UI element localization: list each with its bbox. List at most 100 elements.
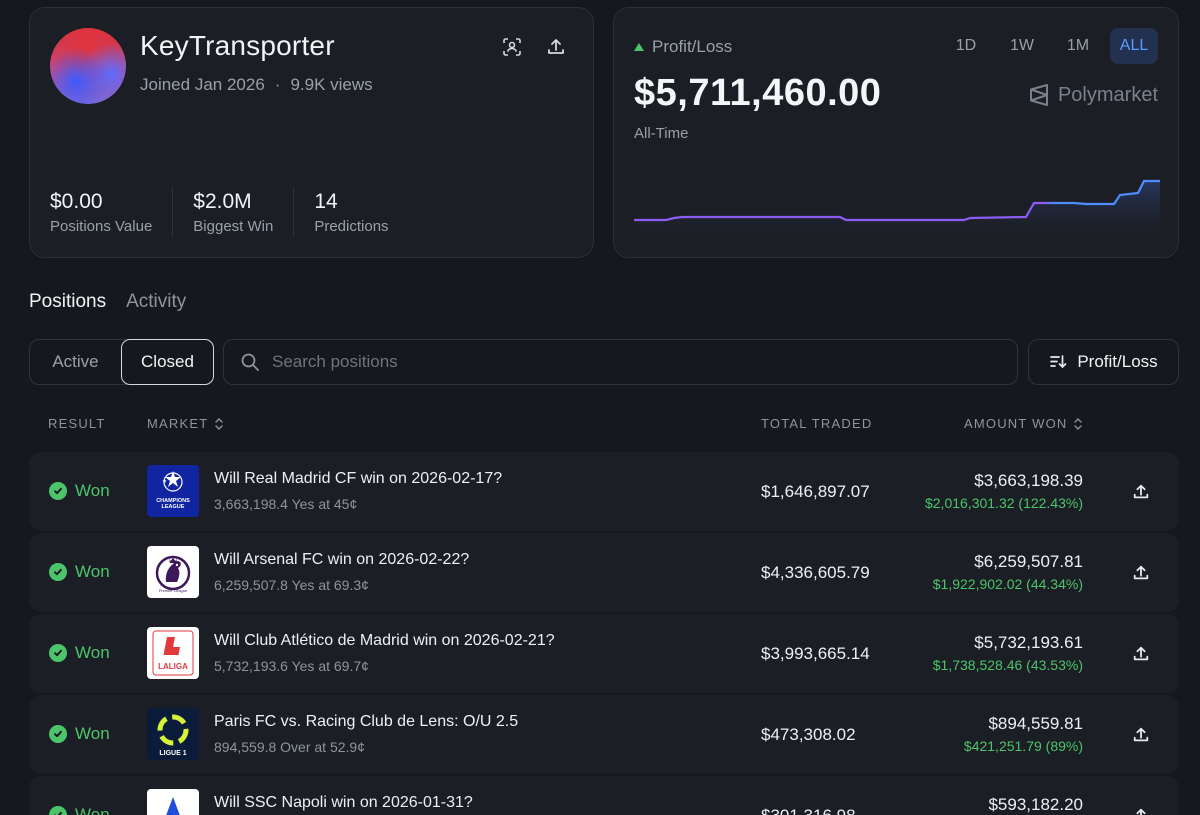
pnl-title: Profit/Loss (634, 37, 732, 57)
result-label: Won (75, 805, 110, 815)
pnl-card: Profit/Loss 1D 1W 1M ALL $5,711,460.00 A… (613, 7, 1179, 258)
main-tabs: Positions Activity (29, 291, 186, 313)
amount-won: $3,663,198.39 (974, 471, 1083, 490)
brand-name: Polymarket (1057, 83, 1158, 106)
champions-league-logo: CHAMPIONS LEAGUE (147, 465, 199, 517)
profile-stats: $0.00 Positions Value $2.0M Biggest Win … (50, 188, 429, 236)
joined-date: Joined Jan 2026 (140, 75, 265, 94)
share-icon[interactable] (542, 33, 570, 61)
market-question[interactable]: Will Club Atlético de Madrid win on 2026… (214, 632, 555, 649)
position-detail: 5,732,193.6 Yes at 69.7¢ (214, 658, 369, 674)
market-question[interactable]: Will Real Madrid CF win on 2026-02-17? (214, 470, 503, 487)
market-question[interactable]: Will Arsenal FC win on 2026-02-22? (214, 551, 470, 568)
header-result-label: RESULT (48, 416, 106, 431)
amount-won: $593,182.20 (988, 795, 1083, 814)
pnl-period: All-Time (634, 125, 689, 142)
position-detail: 3,663,198.4 Yes at 45¢ (214, 496, 358, 512)
svg-text:Premier League: Premier League (159, 588, 188, 593)
market-question[interactable]: Will SSC Napoli win on 2026-01-31? (214, 794, 473, 811)
amount-won: $5,732,193.61 (974, 633, 1083, 652)
separator-dot: · (274, 75, 281, 94)
search-icon (241, 353, 259, 371)
status-filter: Active Closed (29, 339, 214, 385)
profit-gain: $1,738,528.46 (43.53%) (932, 657, 1083, 673)
table-row[interactable]: Won Will SSC Napoli win on 2026-01-31? $… (29, 776, 1179, 815)
stat-value: 14 (314, 190, 338, 213)
profit-gain: $1,922,902.02 (44.34%) (932, 576, 1083, 592)
svg-text:LEAGUE: LEAGUE (162, 504, 185, 510)
check-circle-icon (49, 563, 67, 581)
svg-text:LIGUE 1: LIGUE 1 (159, 750, 186, 757)
premier-league-logo: Premier League (147, 546, 199, 598)
total-traded: $473,308.02 (761, 725, 856, 744)
stat-value: $0.00 (50, 190, 103, 213)
share-icon[interactable] (1129, 480, 1153, 504)
header-result: RESULT (48, 416, 106, 431)
stat-predictions: 14 Predictions (314, 188, 408, 236)
result-cell: Won (49, 481, 110, 501)
sort-label: Profit/Loss (1077, 352, 1158, 371)
stat-value: $2.0M (193, 190, 252, 213)
result-cell: Won (49, 562, 110, 582)
header-traded-label: TOTAL TRADED (761, 416, 873, 431)
stat-label: Positions Value (50, 218, 153, 235)
ligue1-logo: LIGUE 1 (147, 708, 199, 760)
sort-updown-icon (215, 417, 224, 430)
range-tab-1d[interactable]: 1D (955, 37, 977, 54)
sort-button[interactable]: Profit/Loss (1028, 339, 1179, 385)
header-won-label: AMOUNT WON (964, 416, 1068, 431)
market-question[interactable]: Paris FC vs. Racing Club de Lens: O/U 2.… (214, 713, 519, 730)
total-traded: $301,316.98 (761, 806, 856, 815)
range-tab-1w[interactable]: 1W (1010, 37, 1034, 54)
result-label: Won (75, 724, 110, 743)
pnl-value: $5,711,460.00 (634, 72, 882, 114)
range-tabs: 1D 1W 1M ALL (942, 28, 1158, 64)
range-tab-1m[interactable]: 1M (1066, 37, 1090, 54)
tab-positions[interactable]: Positions (29, 291, 107, 312)
total-traded: $3,993,665.14 (761, 644, 870, 663)
position-detail: 894,559.8 Over at 52.9¢ (214, 739, 365, 755)
svg-text:LALIGA: LALIGA (158, 662, 188, 671)
range-tab-all[interactable]: ALL (1110, 28, 1158, 64)
result-cell: Won (49, 643, 110, 663)
check-circle-icon (49, 725, 67, 743)
profile-meta: Joined Jan 2026 · 9.9K views (140, 75, 373, 95)
total-traded: $1,646,897.07 (761, 482, 870, 501)
table-row[interactable]: Won LIGUE 1 Paris FC vs. Racing Club de … (29, 695, 1179, 774)
scan-icon[interactable] (498, 33, 526, 61)
amount-won: $894,559.81 (988, 714, 1083, 733)
filter-closed[interactable]: Closed (121, 339, 214, 385)
svg-text:CHAMPIONS: CHAMPIONS (156, 498, 190, 504)
share-icon[interactable] (1129, 561, 1153, 585)
header-market[interactable]: MARKET (147, 416, 224, 431)
result-label: Won (75, 643, 110, 662)
table-row[interactable]: Won CHAMPIONS LEAGUE Will Real Madrid CF… (29, 452, 1179, 531)
serie-a-logo (147, 789, 199, 815)
pnl-chart (634, 179, 1160, 243)
share-icon[interactable] (1129, 804, 1153, 815)
profile-name: KeyTransporter (140, 30, 335, 61)
amount-won: $6,259,507.81 (974, 552, 1083, 571)
avatar[interactable] (50, 28, 126, 104)
table-row[interactable]: Won Premier League Will Arsenal FC win o… (29, 533, 1179, 612)
tab-activity[interactable]: Activity (126, 291, 187, 312)
brand: Polymarket (1028, 83, 1158, 107)
result-label: Won (75, 481, 110, 500)
trend-up-icon (634, 43, 644, 51)
stat-biggest-win: $2.0M Biggest Win (193, 188, 295, 236)
search-bar (223, 339, 1018, 385)
position-detail: 6,259,507.8 Yes at 69.3¢ (214, 577, 369, 593)
header-amount-won[interactable]: AMOUNT WON (964, 416, 1083, 431)
laliga-logo: LALIGA (147, 627, 199, 679)
share-icon[interactable] (1129, 723, 1153, 747)
result-cell: Won (49, 805, 110, 815)
share-icon[interactable] (1129, 642, 1153, 666)
filter-active[interactable]: Active (52, 352, 99, 371)
profile-card: KeyTransporter Joined Jan 2026 · 9.9K view… (29, 7, 594, 258)
sort-updown-icon (1074, 417, 1083, 430)
total-traded: $4,336,605.79 (761, 563, 870, 582)
stat-label: Predictions (314, 218, 389, 235)
table-row[interactable]: Won LALIGA Will Club Atlético de Madrid … (29, 614, 1179, 693)
pnl-title-label: Profit/Loss (652, 37, 733, 56)
search-input[interactable] (272, 352, 972, 372)
